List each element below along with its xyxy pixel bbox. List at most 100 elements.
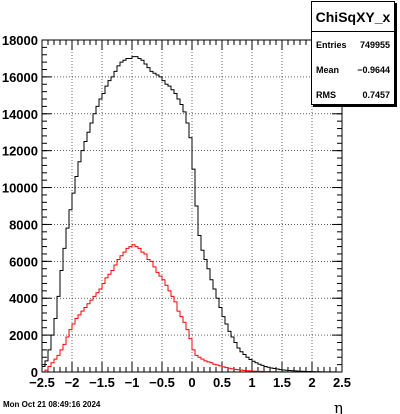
y-tick-label: 6000 — [9, 254, 38, 269]
histogram-bin — [117, 259, 120, 372]
histogram-bin — [126, 248, 129, 372]
histogram-bin — [111, 271, 114, 372]
histogram-bin — [153, 73, 156, 372]
histogram-bin — [84, 307, 87, 372]
x-tick-label: −1.5 — [89, 375, 115, 390]
stats-value-entries: 749955 — [359, 39, 390, 50]
histogram-bin — [150, 261, 153, 372]
histogram-bin — [168, 291, 171, 372]
histogram-bin — [69, 210, 72, 372]
histogram-outline — [41, 56, 343, 373]
stats-row-mean: Mean −0.9644 — [312, 57, 394, 82]
histogram-bin — [75, 176, 78, 372]
y-tick-label: 16000 — [2, 70, 38, 85]
x-tick-label: 0.5 — [213, 375, 231, 390]
y-tick-label: 18000 — [2, 33, 38, 48]
stats-label-entries: Entries — [316, 39, 347, 50]
x-tick-label: 2.5 — [333, 375, 351, 390]
grid-lines — [42, 39, 342, 372]
x-tick-label: −1 — [125, 375, 140, 390]
histogram-bin — [165, 84, 168, 372]
histogram-bin — [141, 60, 144, 372]
histogram-bin — [135, 57, 138, 372]
histogram-bin — [99, 289, 102, 372]
plot-frame — [41, 39, 343, 373]
histogram-bin — [171, 90, 174, 372]
histogram-bin — [90, 123, 93, 372]
histogram-bin — [138, 58, 141, 372]
stats-title: ChiSqXY_x — [312, 2, 394, 32]
histogram-bin — [156, 75, 159, 372]
histogram-bin — [123, 60, 126, 372]
histogram-bin — [156, 272, 159, 372]
histogram-bin — [159, 276, 162, 372]
histogram-bin — [177, 311, 180, 372]
stats-label-mean: Mean — [316, 64, 340, 75]
histogram-bin — [135, 247, 138, 372]
histogram-bin — [105, 86, 108, 372]
timestamp: Mon Oct 21 08:49:16 2024 — [3, 400, 101, 409]
y-tick-label: 0 — [31, 365, 38, 380]
histogram-bin — [66, 228, 69, 372]
y-tick-label: 14000 — [2, 107, 38, 122]
x-tick-label: 0 — [188, 375, 195, 390]
x-tick-label: 1 — [248, 375, 255, 390]
histogram-bin — [180, 317, 183, 372]
histogram-bin — [141, 252, 144, 372]
histogram-bin — [147, 68, 150, 372]
histogram-bin — [81, 311, 84, 372]
histogram-bin — [87, 304, 90, 372]
histogram-bin — [204, 259, 207, 372]
stats-box: ChiSqXY_x Entries 749955 Mean −0.9644 RM… — [311, 1, 395, 105]
histogram-bin — [114, 265, 117, 372]
histogram-bin — [84, 141, 87, 372]
histogram-bin — [87, 132, 90, 372]
x-tick-label: 2 — [308, 375, 315, 390]
histogram-bin — [129, 247, 132, 372]
histogram-bin — [132, 245, 135, 372]
y-tick-label: 2000 — [9, 328, 38, 343]
histogram-bin — [78, 315, 81, 372]
histogram-bin — [210, 280, 213, 372]
histogram-bin — [201, 250, 204, 372]
histogram-bin — [108, 81, 111, 372]
histogram-bin — [117, 66, 120, 372]
histogram-bin — [153, 267, 156, 372]
histogram-bin — [78, 162, 81, 372]
histogram-bin — [180, 105, 183, 372]
histogram-bin — [171, 296, 174, 372]
stats-row-rms: RMS 0.7457 — [312, 82, 394, 107]
histogram-bin — [72, 193, 75, 372]
histogram-bin — [213, 289, 216, 372]
histogram-bin — [174, 302, 177, 372]
histogram-series-0 — [41, 56, 343, 373]
histogram-bin — [114, 71, 117, 372]
histogram-bin — [99, 99, 102, 372]
histogram-bin — [150, 71, 153, 372]
y-tick-label: 10000 — [2, 181, 38, 196]
y-tick-label: 12000 — [2, 144, 38, 159]
y-tick-label: 8000 — [9, 217, 38, 232]
histogram-bin — [102, 283, 105, 372]
histogram-bin — [162, 280, 165, 372]
x-tick-label: −2.5 — [29, 375, 55, 390]
histogram-bin — [228, 331, 231, 372]
histogram-bin — [120, 256, 123, 372]
histogram-bin — [75, 319, 78, 372]
histogram-bin — [144, 254, 147, 372]
y-tick-label: 4000 — [9, 291, 38, 306]
histogram-bin — [198, 236, 201, 372]
histogram-bin — [96, 106, 99, 372]
histogram-bin — [138, 248, 141, 372]
histogram-bin — [174, 93, 177, 372]
histogram-bin — [102, 93, 105, 372]
histogram-bin — [120, 62, 123, 372]
histogram-bin — [168, 86, 171, 372]
x-tick-label: −0.5 — [149, 375, 175, 390]
histogram-bin — [162, 81, 165, 372]
stats-value-rms: 0.7457 — [362, 89, 390, 100]
x-axis-title: η — [334, 399, 343, 414]
histogram-bin — [123, 252, 126, 372]
histogram-bin — [93, 296, 96, 372]
